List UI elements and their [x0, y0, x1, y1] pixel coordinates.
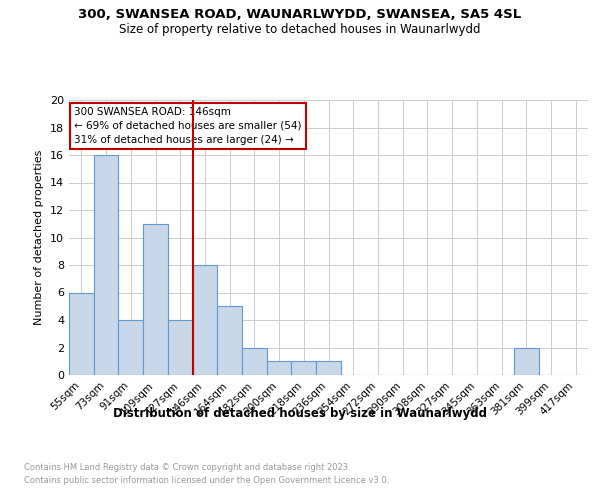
- Bar: [292, 361, 316, 375]
- Bar: [316, 361, 341, 375]
- Bar: [94, 155, 118, 375]
- Bar: [168, 320, 193, 375]
- Text: 300, SWANSEA ROAD, WAUNARLWYDD, SWANSEA, SA5 4SL: 300, SWANSEA ROAD, WAUNARLWYDD, SWANSEA,…: [79, 8, 521, 20]
- Bar: [514, 348, 539, 375]
- Bar: [267, 361, 292, 375]
- Bar: [193, 265, 217, 375]
- Bar: [242, 348, 267, 375]
- Text: 300 SWANSEA ROAD: 146sqm
← 69% of detached houses are smaller (54)
31% of detach: 300 SWANSEA ROAD: 146sqm ← 69% of detach…: [74, 107, 302, 145]
- Text: Contains HM Land Registry data © Crown copyright and database right 2023.: Contains HM Land Registry data © Crown c…: [24, 462, 351, 471]
- Text: Distribution of detached houses by size in Waunarlwydd: Distribution of detached houses by size …: [113, 408, 487, 420]
- Bar: [69, 292, 94, 375]
- Text: Contains public sector information licensed under the Open Government Licence v3: Contains public sector information licen…: [24, 476, 389, 485]
- Bar: [143, 224, 168, 375]
- Bar: [118, 320, 143, 375]
- Y-axis label: Number of detached properties: Number of detached properties: [34, 150, 44, 325]
- Bar: [217, 306, 242, 375]
- Text: Size of property relative to detached houses in Waunarlwydd: Size of property relative to detached ho…: [119, 22, 481, 36]
